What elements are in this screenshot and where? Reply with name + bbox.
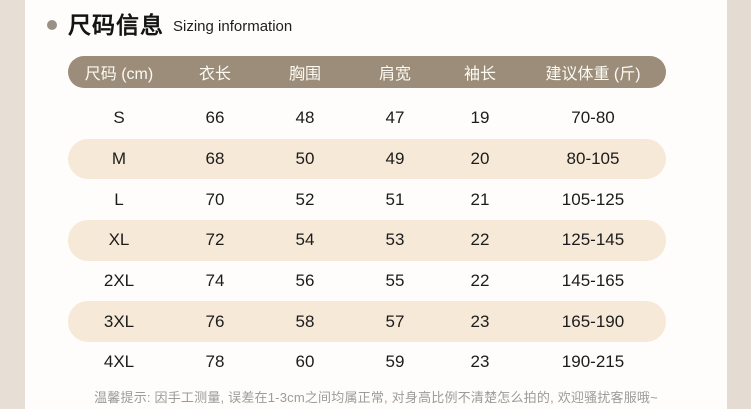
table-cell: 23	[470, 352, 490, 372]
table-cell: 3XL	[103, 311, 135, 331]
table-cell: 20	[470, 149, 490, 169]
table-cell: 70	[205, 189, 225, 209]
page-title: 尺码信息	[68, 12, 164, 38]
table-cell: 70-80	[571, 108, 615, 128]
table-row-l: L 70 52 51 21 105-125	[68, 179, 666, 220]
table-cell: 56	[295, 271, 315, 291]
table-cell: 23	[470, 311, 490, 331]
right-edge-strip	[727, 0, 751, 409]
table-cell: 53	[385, 230, 405, 250]
table-cell: 47	[385, 108, 405, 128]
table-cell: 145-165	[561, 271, 625, 291]
footer-note: 温馨提示: 因手工测量, 误差在1-3cm之间均属正常, 对身高比例不清楚怎么拍…	[94, 390, 658, 405]
table-cell: 74	[205, 271, 225, 291]
table-cell: 51	[385, 189, 405, 209]
table-cell: 48	[295, 108, 315, 128]
section-title-row: 尺码信息 Sizing information	[47, 6, 292, 40]
size-table: S 66 48 47 19 70-80 M 68 50 49 20 80-105…	[68, 98, 666, 383]
table-cell: 58	[295, 311, 315, 331]
table-row-m: M 68 50 49 20 80-105	[68, 138, 666, 180]
table-cell: 66	[205, 108, 225, 128]
table-header: 尺码 (cm) 衣长 胸围 肩宽 袖长 建议体重 (斤)	[68, 56, 666, 88]
table-cell: 125-145	[561, 230, 625, 250]
header-cell-length: 衣长	[198, 66, 231, 83]
table-cell: 68	[205, 149, 225, 169]
table-cell: 59	[385, 352, 405, 372]
table-cell: 54	[295, 230, 315, 250]
table-cell: 190-215	[561, 352, 625, 372]
table-cell: 72	[205, 230, 225, 250]
table-cell: 52	[295, 189, 315, 209]
table-cell: 22	[470, 271, 490, 291]
table-row-xl: XL 72 54 53 22 125-145	[68, 220, 666, 261]
table-cell: 50	[295, 149, 315, 169]
table-row-4xl: 4XL 78 60 59 23 190-215	[68, 342, 666, 383]
table-cell: 49	[385, 149, 405, 169]
table-cell: 22	[470, 230, 490, 250]
left-edge-strip	[0, 0, 25, 409]
header-cell-shoulder: 肩宽	[378, 66, 411, 83]
bullet-icon	[47, 20, 57, 30]
header-cell-sleeve: 袖长	[463, 66, 496, 83]
table-cell: L	[114, 189, 124, 209]
table-cell: 4XL	[103, 352, 135, 372]
table-cell: 78	[205, 352, 225, 372]
table-cell: S	[113, 108, 125, 128]
table-cell: 21	[470, 189, 490, 209]
header-cell-bust: 胸围	[288, 66, 321, 83]
table-cell: 55	[385, 271, 405, 291]
table-cell: 80-105	[566, 149, 620, 169]
table-cell: 57	[385, 311, 405, 331]
table-cell: 105-125	[561, 189, 625, 209]
table-cell: M	[111, 149, 127, 169]
table-row-2xl: 2XL 74 56 55 22 145-165	[68, 261, 666, 302]
page-subtitle: Sizing information	[173, 17, 293, 35]
table-cell: 2XL	[103, 271, 135, 291]
table-cell: 19	[470, 108, 490, 128]
table-cell: 165-190	[561, 311, 625, 331]
table-row-3xl: 3XL 76 58 57 23 165-190	[68, 301, 666, 343]
table-cell: 60	[295, 352, 315, 372]
header-cell-weight: 建议体重 (斤)	[545, 66, 641, 83]
table-row-s: S 66 48 47 19 70-80	[68, 98, 666, 139]
header-cell-size: 尺码 (cm)	[84, 66, 154, 83]
table-cell: XL	[108, 230, 130, 250]
table-cell: 76	[205, 311, 225, 331]
